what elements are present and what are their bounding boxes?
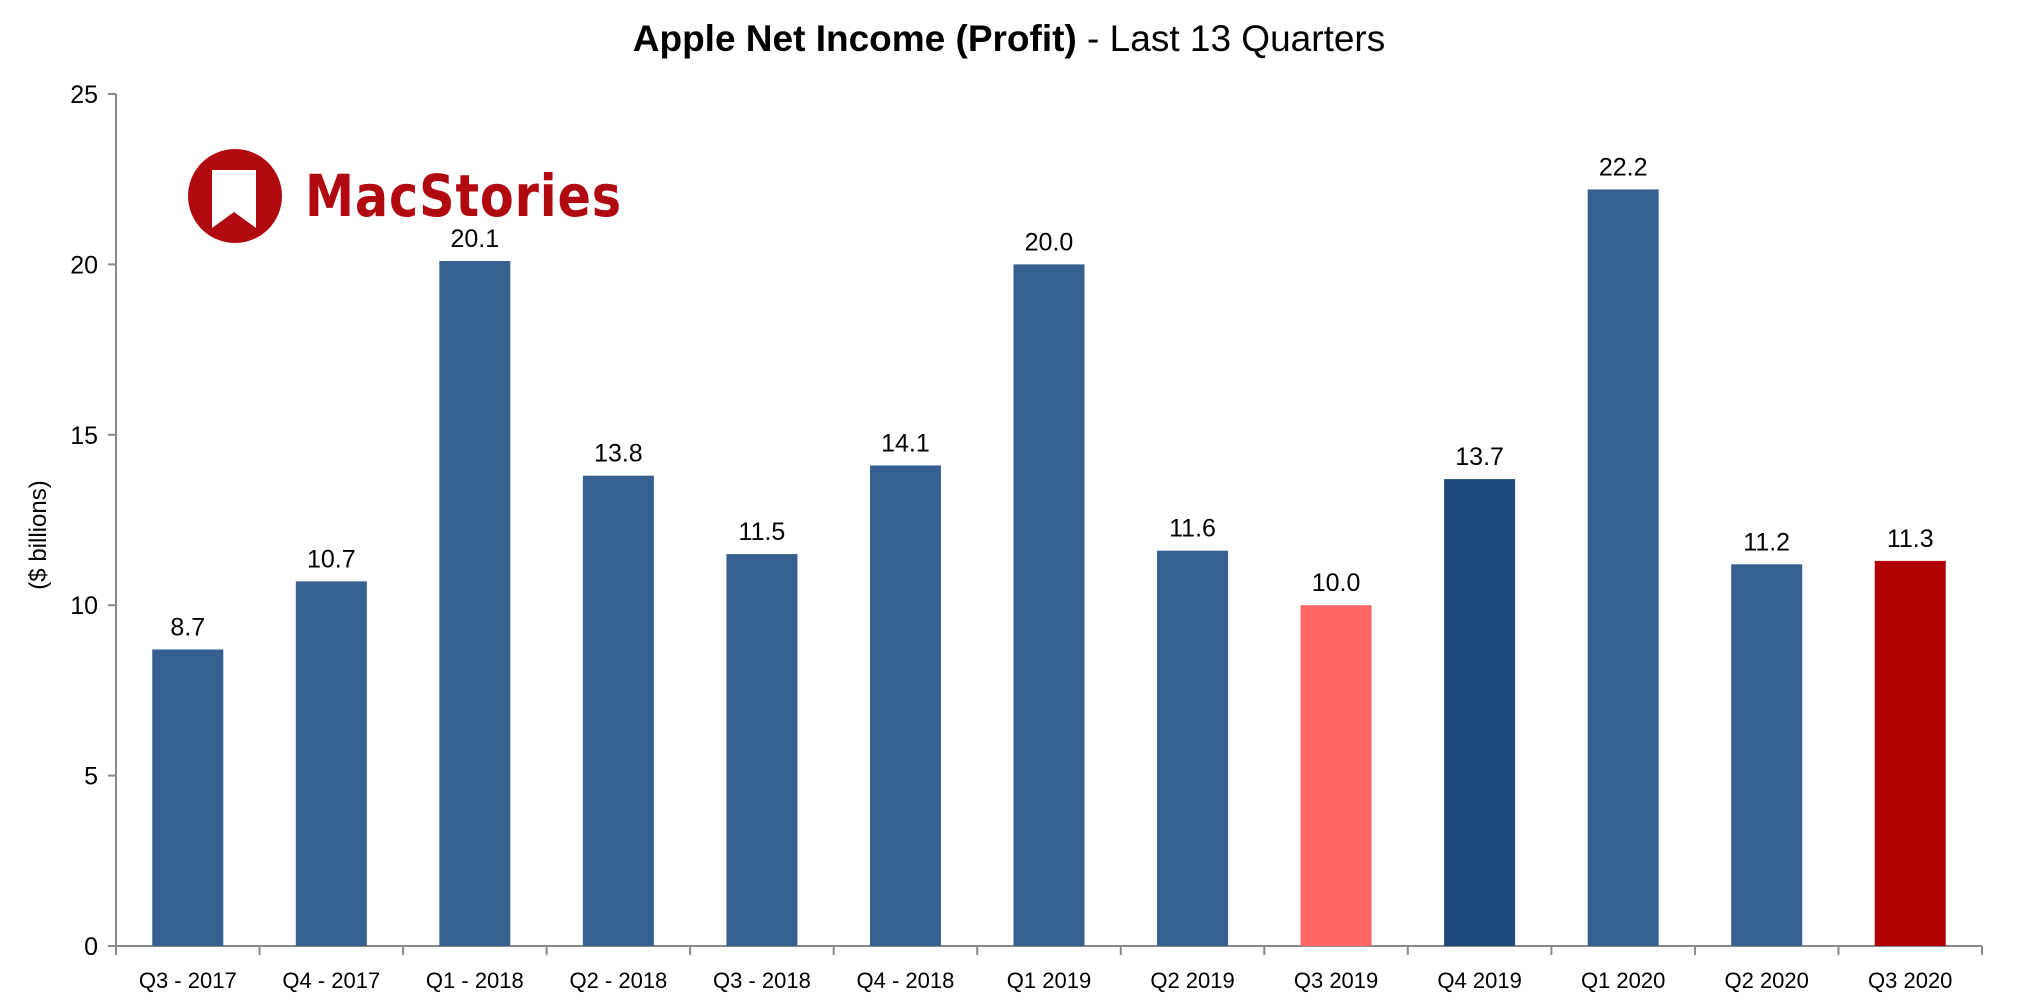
bar (1013, 264, 1085, 946)
bar (1731, 564, 1803, 946)
logo-text: MacStories (305, 162, 622, 230)
x-tick-label: Q3 - 2018 (713, 968, 811, 993)
x-tick-label: Q1 - 2018 (426, 968, 524, 993)
bar (295, 581, 367, 946)
data-label: 11.3 (1887, 525, 1934, 553)
data-label: 8.7 (170, 614, 205, 642)
y-tick-label: 0 (84, 933, 98, 961)
x-tick-label: Q4 - 2018 (857, 968, 955, 993)
chart-title: Apple Net Income (Profit) - Last 13 Quar… (0, 18, 2018, 60)
bar (582, 475, 654, 946)
data-label: 13.8 (594, 440, 643, 468)
x-tick-label: Q4 - 2017 (282, 968, 380, 993)
x-tick-label: Q3 - 2017 (139, 968, 237, 993)
data-label: 11.2 (1743, 528, 1790, 556)
data-label: 13.7 (1455, 443, 1504, 471)
data-label: 10.7 (307, 545, 356, 573)
bar (726, 554, 798, 946)
x-tick-label: Q3 2019 (1294, 968, 1378, 993)
y-tick-label: 5 (84, 763, 98, 791)
x-tick-label: Q1 2019 (1007, 968, 1091, 993)
bar (439, 260, 511, 946)
data-label: 11.5 (739, 518, 786, 546)
data-label: 11.6 (1169, 515, 1216, 543)
bar (1157, 550, 1229, 946)
chart-title-bold: Apple Net Income (Profit) (632, 18, 1077, 59)
chart-title-rest: - Last 13 Quarters (1076, 18, 1386, 59)
data-label: 22.2 (1599, 153, 1648, 181)
bar (1444, 479, 1516, 946)
x-tick-label: Q2 - 2018 (569, 968, 667, 993)
x-tick-label: Q2 2020 (1724, 968, 1808, 993)
bar (1874, 560, 1946, 946)
y-tick-label: 25 (70, 81, 98, 109)
bar (869, 465, 941, 946)
y-tick-label: 15 (70, 422, 98, 450)
bar (1587, 189, 1659, 946)
x-tick-label: Q1 2020 (1581, 968, 1665, 993)
x-tick-label: Q3 2020 (1868, 968, 1952, 993)
data-label: 14.1 (881, 429, 930, 457)
data-label: 10.0 (1312, 569, 1361, 597)
x-tick-label: Q4 2019 (1437, 968, 1521, 993)
bar (1300, 605, 1372, 946)
bookmark-logo-icon (188, 149, 282, 243)
x-tick-label: Q2 2019 (1150, 968, 1234, 993)
data-label: 20.0 (1025, 228, 1074, 256)
y-tick-label: 20 (70, 251, 98, 279)
y-tick-label: 10 (70, 592, 98, 620)
macstories-logo: MacStories (187, 148, 678, 244)
data-label: 20.1 (451, 225, 500, 253)
bar (152, 649, 224, 946)
